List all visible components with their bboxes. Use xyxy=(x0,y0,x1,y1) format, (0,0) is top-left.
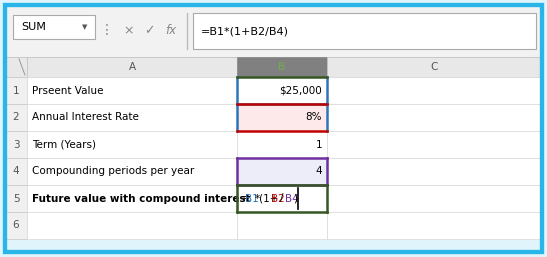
Bar xyxy=(5,77,27,104)
Text: ): ) xyxy=(294,194,298,204)
Bar xyxy=(327,77,542,104)
Bar xyxy=(237,158,327,185)
Bar xyxy=(327,212,542,239)
Text: B4: B4 xyxy=(284,194,298,204)
Bar xyxy=(237,77,327,104)
Bar xyxy=(327,57,542,77)
Bar xyxy=(5,57,27,77)
Text: =B1*(1+B2/B4): =B1*(1+B2/B4) xyxy=(201,26,289,36)
Text: 6: 6 xyxy=(13,221,19,231)
Text: Compounding periods per year: Compounding periods per year xyxy=(32,167,194,177)
Text: ✓: ✓ xyxy=(144,24,154,38)
Bar xyxy=(27,212,237,239)
Text: /: / xyxy=(281,194,284,204)
Bar xyxy=(237,104,327,131)
Text: C: C xyxy=(431,62,438,72)
Bar xyxy=(5,104,27,131)
Text: fx: fx xyxy=(165,24,177,38)
Bar xyxy=(5,185,27,212)
Text: Future value with compound interest: Future value with compound interest xyxy=(32,194,251,204)
Text: =: = xyxy=(241,194,250,204)
Bar xyxy=(5,131,27,158)
Bar xyxy=(13,15,95,39)
Text: 2: 2 xyxy=(13,113,19,123)
Bar xyxy=(27,57,237,77)
Text: 1: 1 xyxy=(316,140,322,150)
Bar xyxy=(237,131,327,158)
Bar xyxy=(327,131,542,158)
Bar xyxy=(27,158,237,185)
Text: A: A xyxy=(129,62,136,72)
Bar xyxy=(27,104,237,131)
Bar xyxy=(327,158,542,185)
Text: $25,000: $25,000 xyxy=(280,86,322,96)
Bar xyxy=(237,57,327,77)
Text: Term (Years): Term (Years) xyxy=(32,140,96,150)
Bar xyxy=(327,185,542,212)
Text: Annual Interest Rate: Annual Interest Rate xyxy=(32,113,139,123)
Text: B2: B2 xyxy=(271,194,285,204)
Text: ⋮: ⋮ xyxy=(100,23,114,37)
Bar xyxy=(327,104,542,131)
Bar xyxy=(27,131,237,158)
Bar xyxy=(237,185,327,212)
Bar xyxy=(237,212,327,239)
Text: *(1+: *(1+ xyxy=(254,194,279,204)
Text: 4: 4 xyxy=(13,167,19,177)
Text: 8%: 8% xyxy=(306,113,322,123)
Text: 1: 1 xyxy=(13,86,19,96)
Text: SUM: SUM xyxy=(21,22,46,32)
Text: Prseent Value: Prseent Value xyxy=(32,86,103,96)
Text: 4: 4 xyxy=(316,167,322,177)
Bar xyxy=(5,212,27,239)
Text: 3: 3 xyxy=(13,140,19,150)
Bar xyxy=(5,5,542,57)
Bar xyxy=(193,13,536,49)
Bar xyxy=(27,77,237,104)
Text: ×: × xyxy=(124,24,134,38)
Text: ▼: ▼ xyxy=(82,24,88,30)
Text: 5: 5 xyxy=(13,194,19,204)
Bar xyxy=(5,158,27,185)
Text: B: B xyxy=(278,62,286,72)
Text: B1: B1 xyxy=(246,194,259,204)
Bar xyxy=(27,185,237,212)
